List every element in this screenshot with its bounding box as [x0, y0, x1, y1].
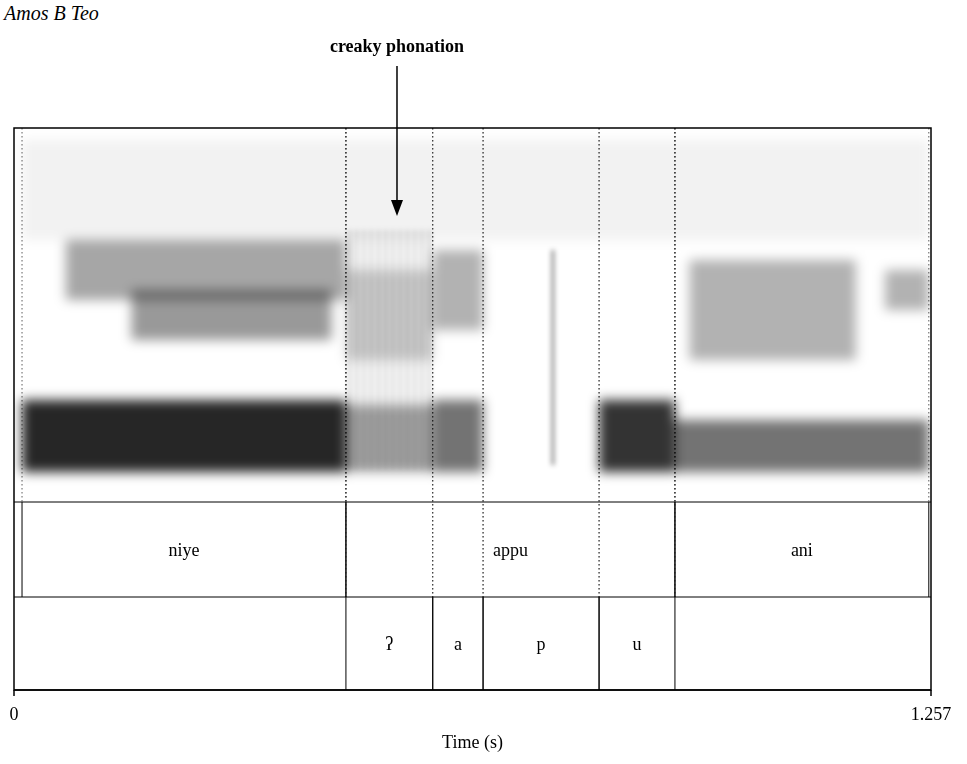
interval-label: appu — [493, 540, 528, 560]
spectrogram-energy — [22, 140, 929, 472]
striation — [391, 230, 394, 470]
x-tick-label: 0 — [10, 704, 19, 724]
boundary — [599, 597, 600, 690]
striation — [348, 230, 351, 470]
boundary — [599, 597, 600, 690]
x-tick — [13, 690, 15, 696]
energy-region — [346, 270, 433, 360]
energy-region — [433, 400, 483, 472]
interval — [346, 597, 433, 690]
boundary-dotted — [345, 128, 346, 597]
x-tick-label: 1.257 — [911, 704, 952, 724]
striation — [363, 230, 366, 470]
tier: niye appu ani — [22, 128, 929, 597]
interval-label: ʔ — [385, 634, 393, 654]
boundary — [483, 597, 484, 690]
tier: ʔapu — [346, 128, 675, 690]
boundary-dotted — [483, 128, 484, 597]
striation — [399, 230, 402, 470]
boundary-dotted — [432, 128, 433, 597]
boundary — [432, 597, 433, 690]
boundary-dotted — [432, 128, 433, 597]
frame — [14, 128, 931, 690]
arrow-shaft — [396, 66, 398, 200]
striation — [355, 230, 358, 470]
interval — [433, 597, 483, 690]
arrow-head — [391, 200, 403, 216]
striation — [420, 230, 423, 470]
striation — [406, 230, 409, 470]
x-axis-title: Time (s) — [442, 732, 503, 753]
boundary-dotted — [674, 128, 675, 597]
interval — [599, 597, 675, 690]
interval-label: u — [633, 634, 642, 654]
striation — [428, 230, 431, 470]
energy-region — [675, 420, 929, 472]
interval — [675, 502, 929, 597]
chart: Amos B Teo niye appu ani ʔ a p u 0 1.257 Time (s) c… — [0, 0, 967, 764]
boundary — [345, 597, 346, 690]
interval — [22, 502, 346, 597]
interval — [483, 597, 599, 690]
boundary — [674, 597, 675, 690]
boundary — [928, 502, 929, 597]
energy-region — [599, 400, 675, 472]
energy-region — [433, 250, 483, 330]
energy-region — [22, 400, 346, 472]
boundary — [22, 502, 23, 597]
boundary-dotted — [928, 128, 929, 502]
energy-region — [690, 260, 856, 360]
boundary — [432, 597, 433, 690]
energy-region — [22, 140, 929, 240]
interval-label: niye — [168, 540, 199, 560]
tier-divider — [14, 502, 931, 503]
spectrogram-texture — [22, 140, 929, 472]
boundary-dotted — [599, 128, 600, 597]
striation — [384, 230, 387, 470]
x-tick — [930, 690, 932, 696]
energy-region — [131, 290, 331, 340]
interval-label: a — [454, 634, 462, 654]
interval-label: p — [537, 634, 546, 654]
boundary-dotted — [599, 128, 600, 597]
energy-region — [346, 405, 433, 472]
interval-label: ani — [791, 540, 813, 560]
striation — [413, 230, 416, 470]
energy-region — [885, 270, 929, 310]
tier-divider — [14, 597, 931, 598]
striations — [348, 230, 554, 470]
boundary — [483, 597, 484, 690]
annotation-text: creaky phonation — [330, 36, 464, 56]
annotation-arrow — [391, 66, 403, 216]
boundary-dotted — [483, 128, 484, 597]
burst — [552, 250, 555, 465]
header: Amos B Teo — [2, 2, 99, 24]
interval — [346, 502, 675, 597]
x-axis — [14, 689, 931, 691]
boundary-dotted — [22, 128, 23, 502]
striation — [377, 230, 380, 470]
striation — [370, 230, 373, 470]
figure: Amos B Teo niye appu ani ʔ a p u 0 1.257 Time (s) c… — [0, 0, 967, 764]
